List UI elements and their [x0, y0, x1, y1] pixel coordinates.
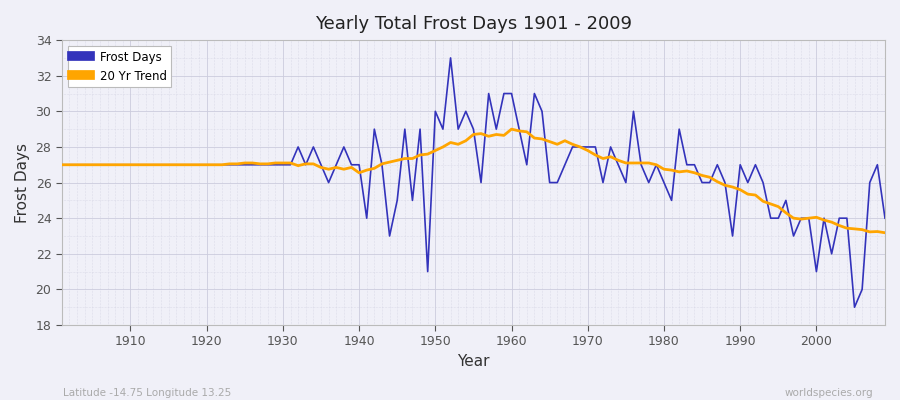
- Legend: Frost Days, 20 Yr Trend: Frost Days, 20 Yr Trend: [68, 46, 171, 87]
- Frost Days: [446, 56, 456, 60]
- 20 Yr Trend: [57, 162, 68, 167]
- 20 Yr Trend: [499, 133, 509, 138]
- 20 Yr Trend: [331, 165, 342, 170]
- Y-axis label: Frost Days: Frost Days: [15, 142, 30, 222]
- 20 Yr Trend: [879, 230, 890, 235]
- Line: Frost Days: Frost Days: [62, 58, 885, 307]
- Frost Days: [514, 127, 525, 132]
- Frost Days: [879, 216, 890, 220]
- 20 Yr Trend: [605, 154, 616, 159]
- Frost Days: [605, 144, 616, 149]
- X-axis label: Year: Year: [457, 354, 490, 369]
- Frost Days: [285, 162, 296, 167]
- Title: Yearly Total Frost Days 1901 - 2009: Yearly Total Frost Days 1901 - 2009: [315, 15, 632, 33]
- Frost Days: [849, 305, 859, 310]
- 20 Yr Trend: [514, 128, 525, 133]
- 20 Yr Trend: [506, 127, 517, 132]
- Text: Latitude -14.75 Longitude 13.25: Latitude -14.75 Longitude 13.25: [63, 388, 231, 398]
- Frost Days: [117, 162, 128, 167]
- Text: worldspecies.org: worldspecies.org: [785, 388, 873, 398]
- Line: 20 Yr Trend: 20 Yr Trend: [62, 129, 885, 233]
- Frost Days: [506, 91, 517, 96]
- Frost Days: [57, 162, 68, 167]
- Frost Days: [331, 162, 342, 167]
- 20 Yr Trend: [117, 162, 128, 167]
- 20 Yr Trend: [285, 160, 296, 165]
